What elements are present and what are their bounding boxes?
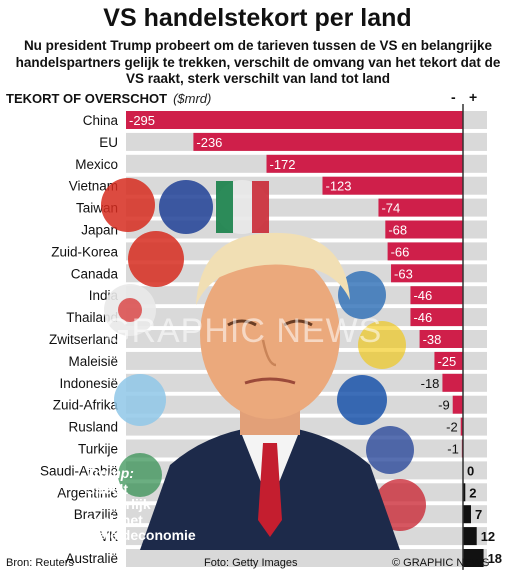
bar xyxy=(442,373,463,392)
minus-sign: - xyxy=(451,89,456,105)
category-label: Saudi-Arabië xyxy=(40,463,118,478)
bar xyxy=(463,527,477,546)
watermark: GRAPHIC NEWS xyxy=(104,312,382,351)
category-label: Rusland xyxy=(68,420,118,435)
category-label: India xyxy=(89,288,119,303)
copyright: © GRAPHIC NEWS xyxy=(392,557,490,569)
value-label: -74 xyxy=(381,201,400,216)
category-label: Maleisië xyxy=(68,354,118,369)
value-label: -38 xyxy=(423,332,442,347)
bar xyxy=(463,505,471,524)
bar xyxy=(434,351,463,370)
value-label: 7 xyxy=(475,507,482,522)
photo-caption: Trump: Speelt gevaarlijk spel met wereld… xyxy=(86,465,196,544)
category-label: Vietnam xyxy=(69,179,118,194)
bar xyxy=(322,176,463,195)
value-label: 2 xyxy=(469,485,476,500)
value-label: -172 xyxy=(270,157,296,172)
value-label: -236 xyxy=(196,135,222,150)
bar xyxy=(463,483,466,502)
photo-credit: Foto: Getty Images xyxy=(204,557,298,569)
value-label: -1 xyxy=(447,442,459,457)
bar-track xyxy=(126,395,487,414)
bar xyxy=(193,132,463,151)
caption-heading: Trump: xyxy=(86,465,134,481)
category-label: Zuid-Afrika xyxy=(53,398,119,413)
bar xyxy=(378,198,463,217)
axis-label: TEKORT OF OVERSCHOT xyxy=(6,91,168,106)
bar xyxy=(410,286,463,305)
source-note: Bron: Reuters xyxy=(6,557,74,569)
value-label: -2 xyxy=(446,420,458,435)
bar xyxy=(460,417,463,436)
category-label: Turkije xyxy=(78,442,118,457)
value-label: -46 xyxy=(413,288,432,303)
bar-track xyxy=(126,549,487,567)
value-label: 18 xyxy=(488,551,502,566)
bar xyxy=(410,308,463,327)
value-label: 0 xyxy=(467,463,474,478)
chart-title: VS handelstekort per land xyxy=(103,4,412,32)
category-label: Argentinië xyxy=(57,485,118,500)
bar xyxy=(419,330,463,348)
category-label: EU xyxy=(99,135,118,150)
bar xyxy=(126,111,463,129)
value-label: -18 xyxy=(421,376,440,391)
value-label: -66 xyxy=(391,244,410,259)
axis-header: TEKORT OF OVERSCHOT ($mrd) xyxy=(6,91,211,106)
bar-track xyxy=(126,417,487,436)
bar xyxy=(385,220,463,239)
category-label: Japan xyxy=(81,223,118,238)
value-label: -295 xyxy=(129,113,155,128)
category-label: Mexico xyxy=(75,157,118,172)
plus-sign: + xyxy=(469,89,478,105)
bar xyxy=(387,242,463,261)
bar xyxy=(452,395,463,414)
category-label: Taiwan xyxy=(76,201,118,216)
category-label: Indonesië xyxy=(59,376,118,391)
value-label: -63 xyxy=(394,266,413,281)
category-label: Zwitserland xyxy=(49,332,118,347)
category-label: VK xyxy=(100,529,118,544)
bar xyxy=(266,154,463,173)
caption-body: Speelt gevaarlijk spel met wereldeconomi… xyxy=(86,480,196,543)
bar xyxy=(391,264,463,283)
value-label: -46 xyxy=(413,310,432,325)
category-label: Brazilië xyxy=(74,507,118,522)
value-label: -25 xyxy=(437,354,456,369)
bar xyxy=(463,549,484,567)
category-label: Zuid-Korea xyxy=(51,244,118,259)
value-label: -9 xyxy=(438,398,450,413)
axis-unit: ($mrd) xyxy=(173,91,212,106)
category-label: Canada xyxy=(71,266,119,281)
value-label: 12 xyxy=(481,529,495,544)
watermark-text: GRAPHIC NEWS xyxy=(104,312,383,350)
chart-subtitle: Nu president Trump probeert om de tariev… xyxy=(15,38,501,86)
value-label: -123 xyxy=(325,179,351,194)
bar-track xyxy=(126,439,487,458)
category-label: Australië xyxy=(65,551,118,566)
bar-track xyxy=(126,351,487,370)
category-label: China xyxy=(83,113,119,128)
value-label: -68 xyxy=(388,223,407,238)
